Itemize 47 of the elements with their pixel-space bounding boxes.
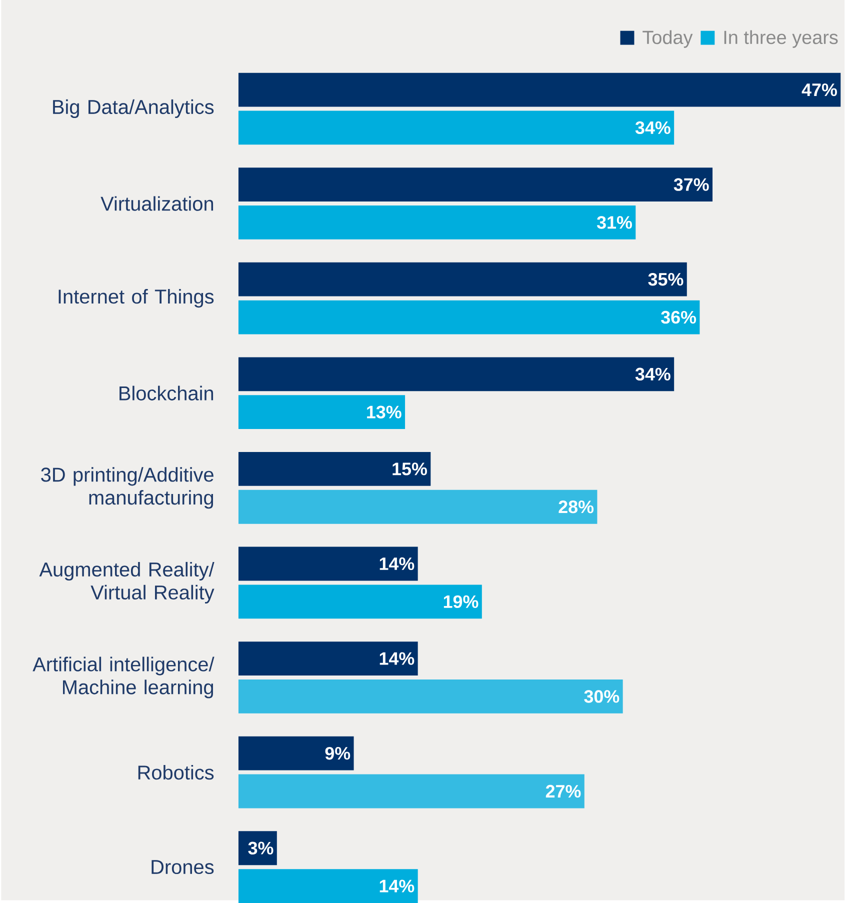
bar [238, 546, 418, 581]
data-label: 36% [661, 310, 696, 324]
data-label: 31% [597, 216, 632, 229]
data-label: 9% [325, 746, 350, 760]
bar [238, 206, 636, 240]
bar [238, 300, 700, 334]
bar [238, 168, 713, 202]
bar [238, 736, 354, 770]
y-tick-label: Big Data/Analytics [53, 99, 214, 118]
bar [238, 490, 598, 524]
bar [238, 584, 482, 619]
y-tick-label: Internet of Things [58, 289, 214, 308]
bar [238, 110, 674, 145]
bar [238, 774, 585, 808]
data-label: 14% [380, 652, 414, 665]
data-label: 13% [367, 406, 402, 418]
data-label: 14% [380, 880, 414, 892]
data-label: 47% [802, 83, 838, 96]
data-label: 28% [558, 500, 594, 514]
data-label: 37% [674, 178, 710, 191]
data-label: 15% [392, 462, 428, 476]
data-label: 27% [546, 784, 581, 798]
bar [238, 642, 418, 676]
data-label: 34% [636, 368, 671, 381]
data-label: 30% [584, 690, 620, 703]
data-label: 35% [648, 273, 684, 286]
legend-label: In three years [724, 30, 838, 48]
legend-label: Today [642, 30, 693, 48]
bar [238, 262, 688, 296]
bar [238, 452, 431, 486]
y-tick-label: Artificial intelligence/ Machine learning [32, 656, 214, 698]
data-label: 19% [444, 595, 478, 608]
bar [238, 72, 841, 107]
data-label: 3% [248, 842, 274, 855]
y-tick-label: Drones [152, 860, 214, 874]
data-label: 14% [380, 557, 414, 570]
y-tick-label: Blockchain [120, 386, 214, 400]
y-tick-label: 3D printing/Additive manufacturing [41, 467, 214, 509]
bar [238, 395, 406, 430]
y-tick-label: Virtualization [100, 196, 214, 211]
y-tick-label: Augmented Reality/ Virtual Reality [39, 562, 215, 604]
bar [238, 357, 674, 392]
bar [238, 869, 418, 903]
bar [238, 831, 278, 866]
data-label: 34% [636, 121, 671, 134]
bar [238, 680, 624, 714]
y-tick-label: Robotics [138, 764, 214, 780]
